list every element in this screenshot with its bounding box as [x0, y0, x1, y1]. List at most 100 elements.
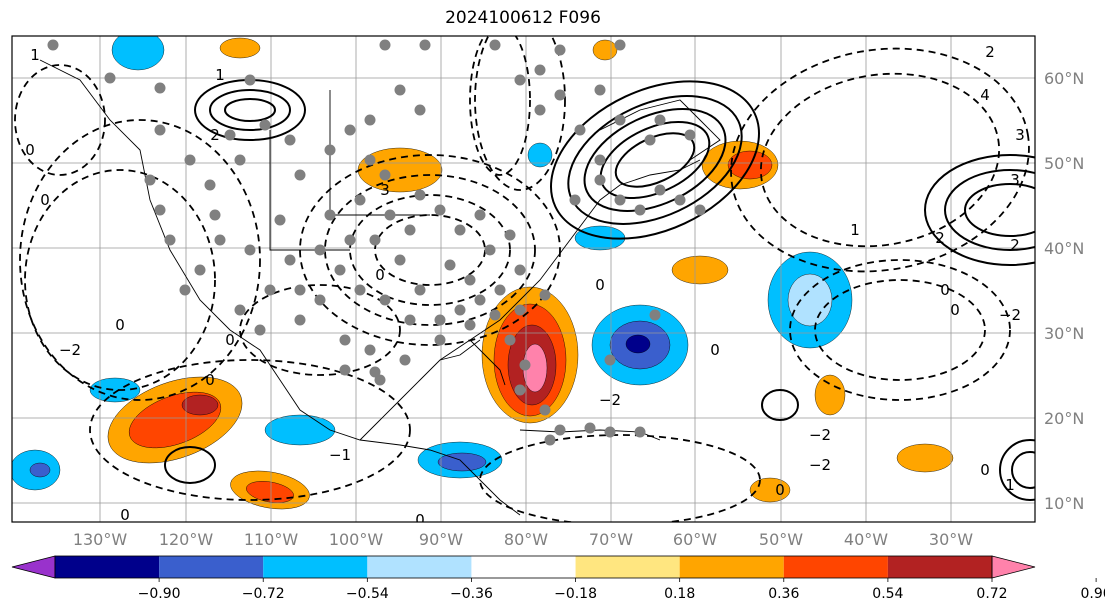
map-title: 2024100612 F096 — [445, 8, 601, 28]
shade-bermuda-orange — [814, 374, 846, 416]
contour-dashed-2 — [349, 194, 511, 306]
contour-label: 0 — [415, 511, 425, 529]
shade-pac-darkred — [181, 394, 219, 416]
station-marker — [154, 204, 166, 216]
contour-solid-11 — [999, 439, 1035, 501]
contour-label: 0 — [375, 266, 385, 284]
shade-mex-blue — [264, 414, 336, 446]
shade-atl-navy — [625, 334, 651, 354]
contour-label: 0 — [120, 506, 130, 524]
lon-label: 130°W — [73, 530, 128, 549]
shade-east-orange — [896, 443, 954, 473]
colorbar-box — [679, 556, 784, 578]
station-marker — [534, 104, 546, 116]
station-marker — [224, 129, 236, 141]
contour-dashed-10 — [789, 259, 1011, 401]
station-marker — [369, 234, 381, 246]
contour-dashed-14 — [239, 284, 401, 376]
station-marker — [47, 39, 59, 51]
colorbar-tick-label: −0.90 — [138, 586, 181, 602]
station-marker — [534, 64, 546, 76]
colorbar-tick-label: −0.36 — [450, 586, 493, 602]
contour-label: 2 — [935, 229, 945, 247]
colorbar — [11, 555, 1036, 579]
station-marker — [654, 114, 666, 126]
contour-label: 4 — [980, 86, 990, 104]
coast-3 — [439, 339, 481, 361]
station-marker — [634, 426, 646, 438]
station-marker — [544, 434, 556, 446]
shade-pac2-blue — [89, 377, 141, 403]
station-marker — [514, 384, 526, 396]
station-marker — [394, 254, 406, 266]
station-marker — [489, 309, 501, 321]
colorbar-tick-label: 0.36 — [768, 586, 799, 602]
contour-label: −2 — [809, 426, 831, 444]
contour-label: 2 — [985, 43, 995, 61]
colorbar-box — [471, 556, 576, 578]
contour-dashed-7 — [24, 169, 216, 391]
station-marker — [494, 284, 506, 296]
contour-label: 0 — [25, 141, 35, 159]
station-marker — [379, 169, 391, 181]
colorbar-box — [159, 556, 264, 578]
contour-label: −1 — [329, 446, 351, 464]
contour-label: 3 — [380, 181, 390, 199]
station-marker — [354, 194, 366, 206]
lon-label: 120°W — [159, 530, 214, 549]
lon-label: 30°W — [929, 530, 973, 549]
station-marker — [284, 254, 296, 266]
contour-solid-10 — [964, 183, 1035, 237]
shade-nw-blue — [111, 36, 165, 71]
station-marker — [464, 274, 476, 286]
station-marker — [569, 194, 581, 206]
station-marker — [604, 426, 616, 438]
station-marker — [154, 82, 166, 94]
coast-1 — [359, 159, 701, 441]
coast-7 — [269, 130, 350, 251]
contour-dashed-15 — [14, 64, 106, 176]
colorbar-tick-label: −0.54 — [346, 586, 389, 602]
colorbar-box — [263, 556, 368, 578]
station-marker — [614, 194, 626, 206]
colorbar-tick-label: 0.18 — [664, 586, 695, 602]
contour-label: −2 — [599, 391, 621, 409]
station-marker — [144, 174, 156, 186]
contour-solid-9 — [944, 169, 1035, 251]
station-marker — [344, 124, 356, 136]
contour-solid-5 — [583, 108, 727, 212]
station-marker — [504, 334, 516, 346]
colorbar-tick-labels: −0.90 −0.72 −0.54 −0.36 −0.18 0.18 0.36 0.54 0.7… — [138, 578, 1105, 602]
contour-label: 1 — [1005, 476, 1015, 494]
station-marker — [284, 134, 296, 146]
map-frame — [11, 35, 1036, 523]
station-marker — [584, 422, 596, 434]
contour-dashed-6 — [19, 119, 261, 401]
lon-label: 70°W — [589, 530, 633, 549]
station-marker — [454, 224, 466, 236]
contour-solid-14 — [761, 389, 799, 421]
station-marker — [614, 39, 626, 51]
contour-label: 1 — [30, 46, 40, 64]
station-marker — [324, 209, 336, 221]
station-marker — [614, 114, 626, 126]
station-marker — [294, 284, 306, 296]
station-marker — [434, 314, 446, 326]
colorbar-tick-label: 0.90 — [1081, 586, 1105, 602]
lon-label: 50°W — [759, 530, 803, 549]
station-marker — [234, 304, 246, 316]
coast-5 — [519, 429, 661, 441]
contour-dashed-3 — [374, 214, 486, 286]
station-marker — [489, 39, 501, 51]
station-marker — [594, 174, 606, 186]
contour-label: 1 — [850, 221, 860, 239]
colorbar-tick-label: 0.54 — [872, 586, 903, 602]
contour-solid-13 — [164, 446, 216, 484]
station-marker — [379, 39, 391, 51]
station-marker — [314, 294, 326, 306]
contour-label: −2 — [999, 306, 1021, 324]
lat-label: 40°N — [1044, 239, 1084, 258]
latitude-labels: 60°N 50°N 40°N 30°N 20°N 10°N — [1044, 69, 1084, 513]
shade-matl-light — [787, 273, 833, 327]
station-marker — [194, 264, 206, 276]
